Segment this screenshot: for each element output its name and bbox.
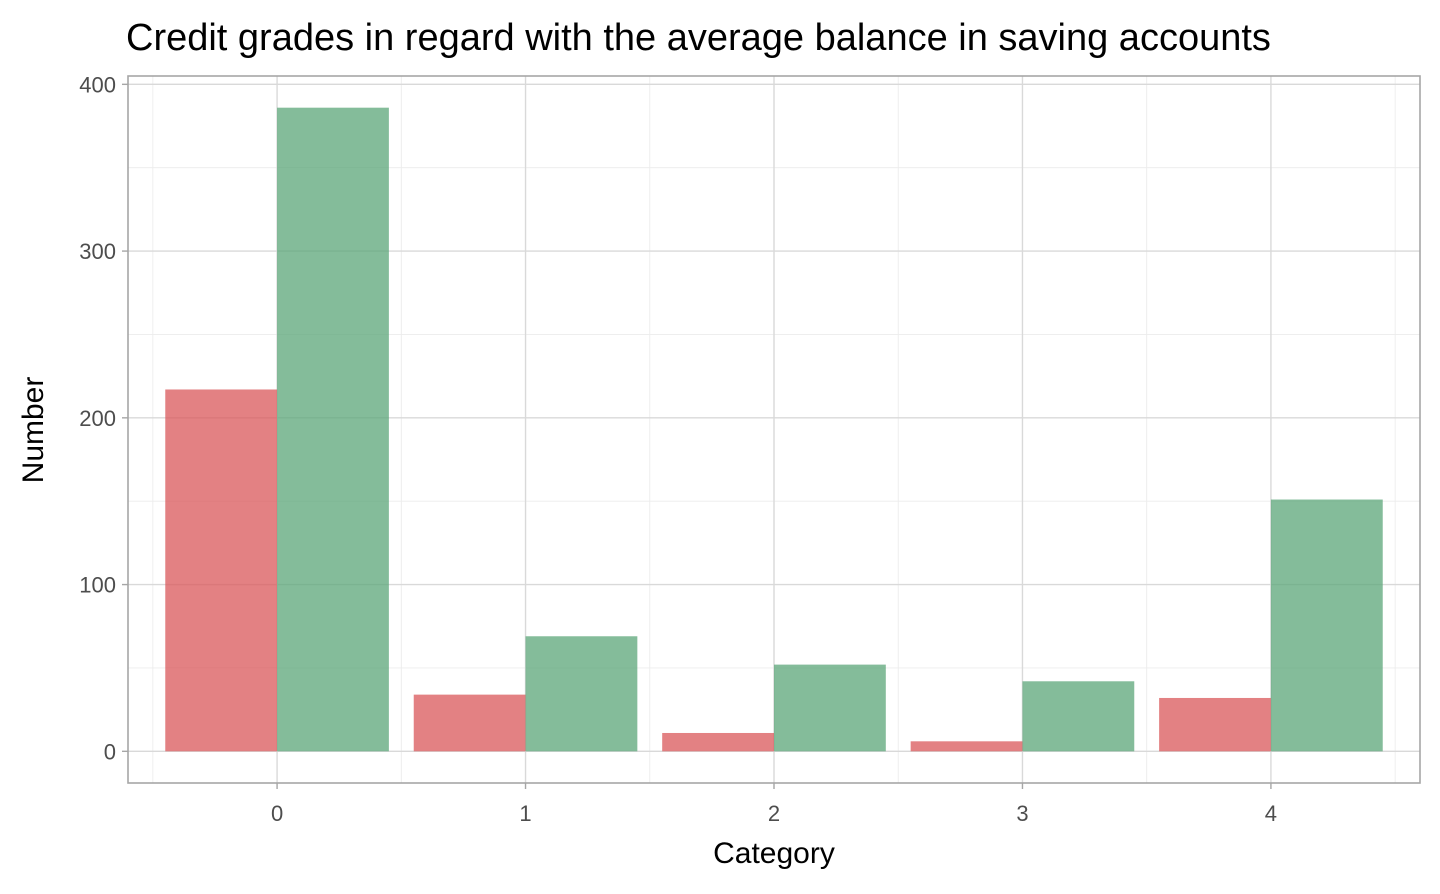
bar-series-1-category-0: [165, 389, 278, 752]
bar-series-2-category-0: [277, 107, 389, 752]
bar-series-2-category-1: [525, 636, 638, 752]
x-axis-title: Category: [713, 837, 835, 870]
bar-series-1-category-2: [662, 732, 774, 752]
y-tick-label: 300: [79, 239, 116, 264]
x-tick-label: 2: [768, 801, 780, 826]
bar-series-1-category-1: [413, 694, 526, 752]
bar-series-2-category-4: [1270, 499, 1383, 752]
tick-layer: 0 100 200 300 400 0 1 2 3 4: [79, 72, 1277, 826]
x-tick-label: 0: [271, 801, 283, 826]
bar-series-1-category-4: [1159, 697, 1271, 752]
bar-series-2-category-2: [774, 664, 886, 752]
bar-series-1-category-3: [910, 741, 1023, 752]
bar-series-2-category-3: [1022, 681, 1135, 752]
y-tick-label: 200: [79, 406, 116, 431]
y-tick-label: 400: [79, 72, 116, 97]
x-tick-label: 1: [519, 801, 531, 826]
x-tick-label: 4: [1265, 801, 1277, 826]
y-tick-label: 100: [79, 573, 116, 598]
x-tick-label: 3: [1016, 801, 1028, 826]
y-tick-label: 0: [104, 739, 116, 764]
y-axis-title: Number: [17, 377, 50, 484]
bar-layer: [165, 107, 1383, 752]
chart-title: Credit grades in regard with the average…: [126, 17, 1271, 59]
